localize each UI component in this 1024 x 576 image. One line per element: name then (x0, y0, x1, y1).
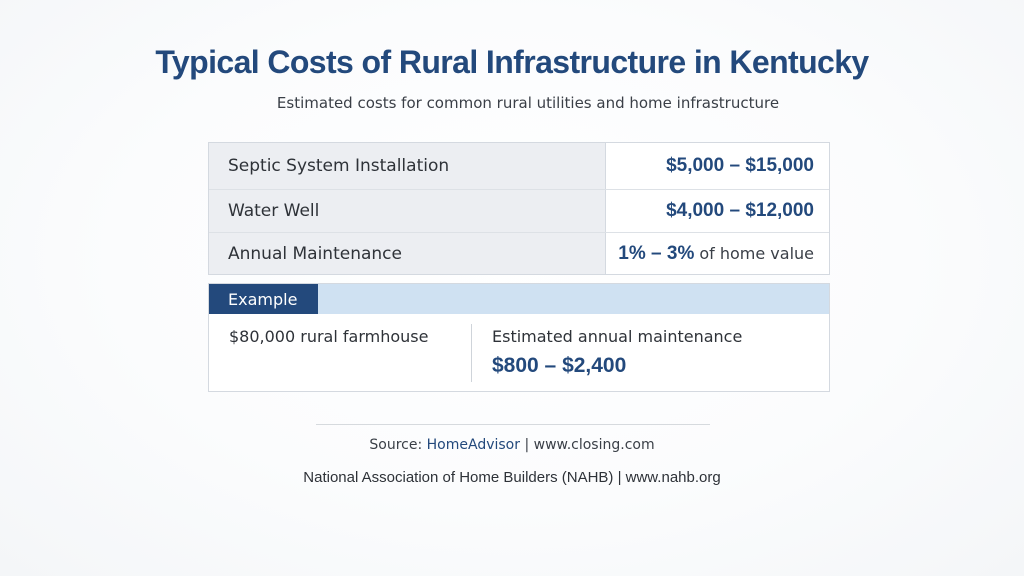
source-rest: | www.closing.com (520, 437, 655, 453)
cost-row-maintenance: Annual Maintenance 1% – 3% of home value (209, 233, 829, 274)
cost-suffix: of home value (699, 244, 814, 263)
example-estimate-value: $800 – $2,400 (492, 354, 627, 377)
cost-label: Septic System Installation (209, 143, 605, 189)
cost-row-well: Water Well $4,000 – $12,000 (209, 190, 829, 233)
source-line-primary: Source: HomeAdvisor | www.closing.com (0, 437, 1024, 453)
page-subtitle: Estimated costs for common rural utiliti… (276, 94, 780, 112)
cost-row-septic: Septic System Installation $5,000 – $15,… (209, 143, 829, 190)
cost-percent: 1% – 3% (618, 242, 695, 264)
example-box: Example $80,000 rural farmhouse Estimate… (208, 283, 830, 392)
source-link-homeadvisor[interactable]: HomeAdvisor (426, 437, 521, 453)
cost-value: $4,000 – $12,000 (605, 190, 829, 232)
example-heading: Example (209, 284, 318, 314)
example-property: $80,000 rural farmhouse (229, 327, 429, 346)
source-line-secondary: National Association of Home Builders (N… (303, 469, 721, 486)
cost-table: Septic System Installation $5,000 – $15,… (208, 142, 830, 275)
cost-value: $5,000 – $15,000 (605, 143, 829, 189)
page-title: Typical Costs of Rural Infrastructure in… (155, 44, 869, 80)
example-header-band: Example (209, 284, 829, 314)
cost-label: Water Well (209, 190, 605, 232)
source-prefix: Source: (369, 437, 427, 453)
source-divider (316, 424, 710, 425)
cost-value: 1% – 3% of home value (605, 233, 829, 274)
example-divider (471, 324, 472, 382)
example-estimate-label: Estimated annual maintenance (492, 327, 743, 346)
cost-label: Annual Maintenance (209, 233, 605, 274)
